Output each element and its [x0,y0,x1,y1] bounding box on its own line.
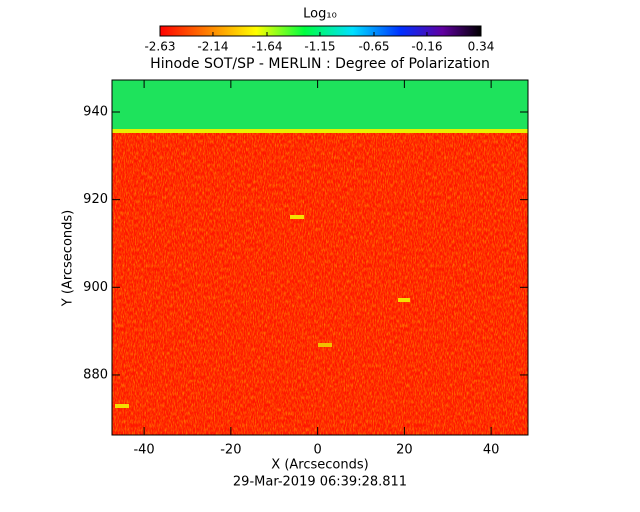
x-tick-label: 0 [313,443,321,458]
x-tick-label: 40 [483,443,500,458]
y-axis-label: Y (Arcseconds) [61,210,76,307]
colorbar-label: Log₁₀ [303,7,337,22]
image [112,80,528,435]
colorbar-tick-label: 0.34 [468,40,495,54]
y-tick-label: 880 [83,367,108,382]
y-tick-label: 900 [83,280,108,295]
footer: 29-Mar-2019 06:39:28.811 [233,475,407,490]
colorbar-tick-label: -0.65 [358,40,389,54]
y-tick-label: 940 [83,104,108,119]
colorbar-tick-label: -1.64 [251,40,282,54]
chart-title: Hinode SOT/SP - MERLIN : Degree of Polar… [150,56,490,72]
x-axis-label: X (Arcseconds) [271,458,368,473]
x-tick-label: -40 [133,443,154,458]
colorbar [159,25,482,37]
x-tick-label: 20 [396,443,413,458]
colorbar-tick-label: -1.15 [304,40,335,54]
colorbar-tick-label: -0.16 [411,40,442,54]
colorbar-tick-label: -2.63 [144,40,175,54]
y-tick-label: 920 [83,192,108,207]
x-tick-label: -20 [220,443,241,458]
axes-frame [111,79,529,436]
colorbar-tick-label: -2.14 [197,40,228,54]
